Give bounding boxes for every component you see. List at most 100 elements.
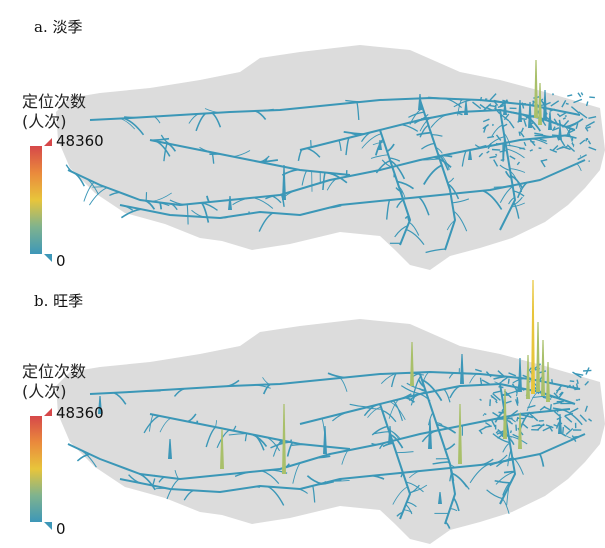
branch-road [442,154,453,158]
branch-road [392,486,408,505]
urban-road [579,139,586,145]
location-spike [428,419,432,449]
branch-road [228,433,248,436]
location-spike [518,100,522,122]
branch-road [531,138,548,145]
panel-peak-season: b. 旺季 定位次数 (人次) 48360 0 [0,274,605,548]
branch-road [511,456,524,475]
urban-road [529,139,536,147]
branch-road [153,116,161,124]
branch-road [150,200,170,207]
urban-road [578,398,581,401]
location-spike [558,126,562,140]
urban-road [566,384,571,389]
branch-road [345,99,361,103]
urban-road [571,435,577,442]
location-spike [536,322,540,392]
urban-road [555,388,562,392]
branch-road [423,164,443,185]
main-road [149,139,351,176]
branch-road [395,187,401,192]
location-spike [228,196,232,210]
branch-road [123,117,145,136]
branch-road [232,425,237,432]
branch-road [306,475,322,485]
branch-road [119,118,136,130]
urban-road [493,101,499,106]
branch-road [367,406,382,418]
branch-road [113,392,127,405]
branch-road [441,155,450,170]
urban-road [523,141,527,147]
branch-road [450,508,458,512]
branch-road [494,417,513,420]
branch-road [201,202,218,211]
branch-road [109,191,120,196]
branch-road [506,484,511,506]
branch-road [173,388,185,397]
urban-road [559,138,566,147]
urban-road [528,411,534,415]
location-spike [282,165,286,200]
urban-road [508,120,515,129]
branch-road [155,140,171,157]
branch-road [343,131,364,135]
branch-road [452,497,460,512]
urban-road [483,103,492,112]
branch-road [73,171,85,187]
urban-road [552,126,556,131]
location-spike [518,358,522,392]
branch-road [306,147,321,158]
location-spike [460,354,464,384]
branch-road [545,116,564,127]
colorbar-min-label: 0 [56,252,66,270]
urban-road [497,370,506,378]
colorbar-min-arrow [44,522,52,530]
branch-road [292,462,301,484]
urban-road [584,380,590,386]
branch-road [458,98,463,102]
branch-road [372,141,385,146]
branch-road [216,429,230,449]
branch-road [461,150,467,167]
urban-road [491,420,496,428]
location-spikes [228,60,562,210]
urban-road [586,137,589,141]
branch-road [486,489,503,500]
urban-road [479,398,482,401]
branch-road [128,474,141,484]
branch-road [404,215,409,220]
branch-road [322,171,338,177]
legend-title: 定位次数 (人次) [22,362,87,401]
branch-road [380,372,397,385]
branch-road [506,148,525,159]
urban-road [534,132,544,136]
branch-road [361,133,382,149]
branch-road [159,417,172,433]
urban-road [496,430,504,435]
colorbar-max-label: 48360 [56,132,104,150]
urban-road [527,404,536,409]
branch-road [267,485,285,506]
branch-road [371,442,377,446]
urban-road [552,145,559,151]
road-network [67,363,593,529]
branch-road [373,431,390,435]
urban-road [569,380,575,383]
urban-road [479,96,483,102]
branch-road [386,199,391,220]
branch-road [345,137,350,156]
branch-road [499,164,511,171]
branch-road [512,196,523,207]
urban-road [564,415,573,423]
panel-label-b: b. 旺季 [34,292,84,310]
branch-road [425,248,446,254]
branch-road [432,461,450,465]
urban-road [498,386,504,389]
branch-road [445,521,451,529]
branch-road [312,485,316,503]
location-spike [503,389,507,439]
branch-road [447,461,457,468]
branch-road [406,485,409,490]
location-spike [518,413,522,449]
